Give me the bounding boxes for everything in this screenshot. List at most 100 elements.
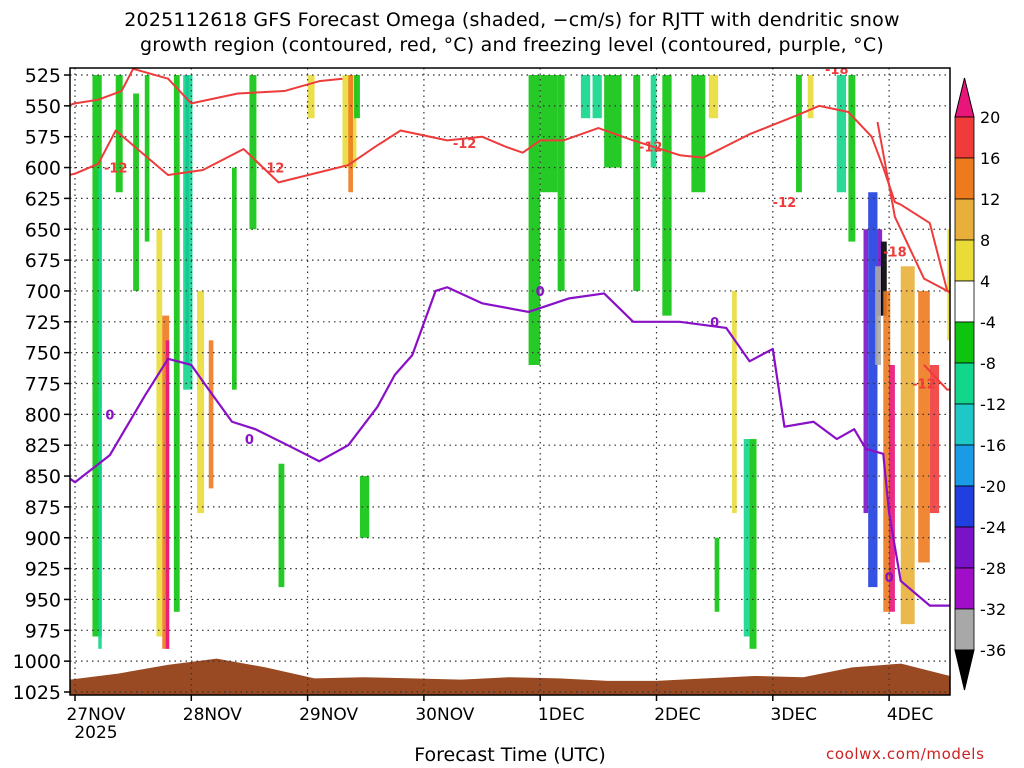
shade-band [540,75,558,193]
colorbar-label: 12 [980,190,1000,209]
shade-band [348,75,353,193]
shade-band [165,340,170,649]
y-tick-label: 1000 [13,651,61,673]
shade-band [557,75,565,291]
red-contour-label: -12 [261,162,285,177]
y-tick-label: 725 [25,312,61,334]
y-tick-label: 925 [25,559,61,581]
shade-band [880,241,887,316]
dendritic-contour [70,68,343,106]
y-tick-label: 775 [25,374,61,396]
colorbar-segment [954,403,975,446]
y-tick-label: 875 [25,497,61,519]
y-tick-label: 950 [25,589,61,611]
freezing-level-contour [70,286,950,607]
shade-band [848,75,856,242]
red-contour-label: -12 [639,141,663,156]
shade-band [868,192,878,588]
x-tick-label: 1DEC [538,705,585,725]
colorbar-label: 20 [980,108,1000,127]
colorbar: 20 16 12 8 4 -4 -8 -12 -16 -20 -24 -28 -32 -36 [954,77,1006,691]
grid-lines [70,68,950,695]
colorbar-segment [954,198,975,241]
shade-band [749,439,757,649]
shade-band [889,364,895,612]
y-tick-label: 550 [25,96,61,118]
shade-band [278,463,285,588]
dendritic-contour [900,203,950,293]
x-tick-label: 2DEC [654,705,701,725]
chart-title-line1: 2025112618 GFS Forecast Omega (shaded, −… [124,9,900,31]
shade-band [929,364,940,514]
y-tick-label: 850 [25,466,61,488]
purple-contour-label: 0 [710,316,719,331]
colorbar-label: -20 [980,477,1006,496]
y-tick-label: 650 [25,219,61,241]
shade-band [662,75,672,316]
colorbar-label: -8 [980,354,996,373]
colorbar-segment [954,280,975,323]
red-contour-label: -12 [453,137,477,152]
purple-contour-label: 0 [245,433,254,448]
terrain-area [70,658,950,695]
colorbar-label: -24 [980,518,1006,537]
purple-contour-label: 0 [105,408,114,423]
y-tick-label: 525 [25,65,61,87]
shade-band [708,75,719,119]
colorbar-segment [954,239,975,282]
y-tick-label: 600 [25,158,61,180]
x-tick-label: 28NOV [183,705,242,725]
shade-band [796,75,802,193]
shade-band [650,75,657,168]
y-tick-label: 700 [25,281,61,303]
y-tick-label: 825 [25,435,61,457]
terrain-fill [70,658,950,695]
shade-band [947,229,950,341]
colorbar-label: -32 [980,600,1006,619]
plot-frame [69,67,951,696]
dendritic-contour [923,364,950,391]
shade-band [197,290,205,514]
colorbar-segment [954,526,975,569]
shade-band [875,266,881,365]
y-tick-label: 975 [25,620,61,642]
colorbar-label: 16 [980,149,1000,168]
colorbar-segment [954,157,975,200]
purple-contour-label: 0 [536,285,545,300]
y-tick-label: 750 [25,343,61,365]
red-contour-label: -12 [912,378,936,393]
y-tick-label: 625 [25,188,61,210]
shade-band [580,75,591,119]
dendritic-contour [70,104,902,206]
y-tick-label: 800 [25,404,61,426]
colorbar-label: -12 [980,395,1006,414]
shade-band [732,290,737,514]
shade-band [918,290,930,563]
shade-band [232,167,237,390]
shade-band [208,340,214,489]
shade-band [156,229,163,637]
colorbar-label: -36 [980,641,1006,660]
colorbar-label: -16 [980,436,1006,455]
shade-band [92,75,102,637]
colorbar-segment [954,362,975,405]
colorbar-label: 4 [980,272,990,291]
shade-band [354,75,360,119]
shade-band [900,266,915,625]
y-tick-label: 1025 [13,682,61,704]
shade-band [183,75,193,390]
y-tick-label: 900 [25,528,61,550]
omega-shading [92,75,950,649]
purple-contour-label: 0 [885,571,894,586]
x-axis-title: Forecast Time (UTC) [414,744,606,766]
shade-band [249,75,257,230]
x-tick-sublabel: 2025 [74,723,117,743]
dendritic-contour [876,121,950,294]
x-tick-label: 29NOV [299,705,358,725]
colorbar-segment [954,567,975,610]
shade-band [98,167,102,649]
shade-band [173,75,180,612]
chart-title-line2: growth region (contoured, red, °C) and f… [140,34,884,56]
colorbar-label: -28 [980,559,1006,578]
